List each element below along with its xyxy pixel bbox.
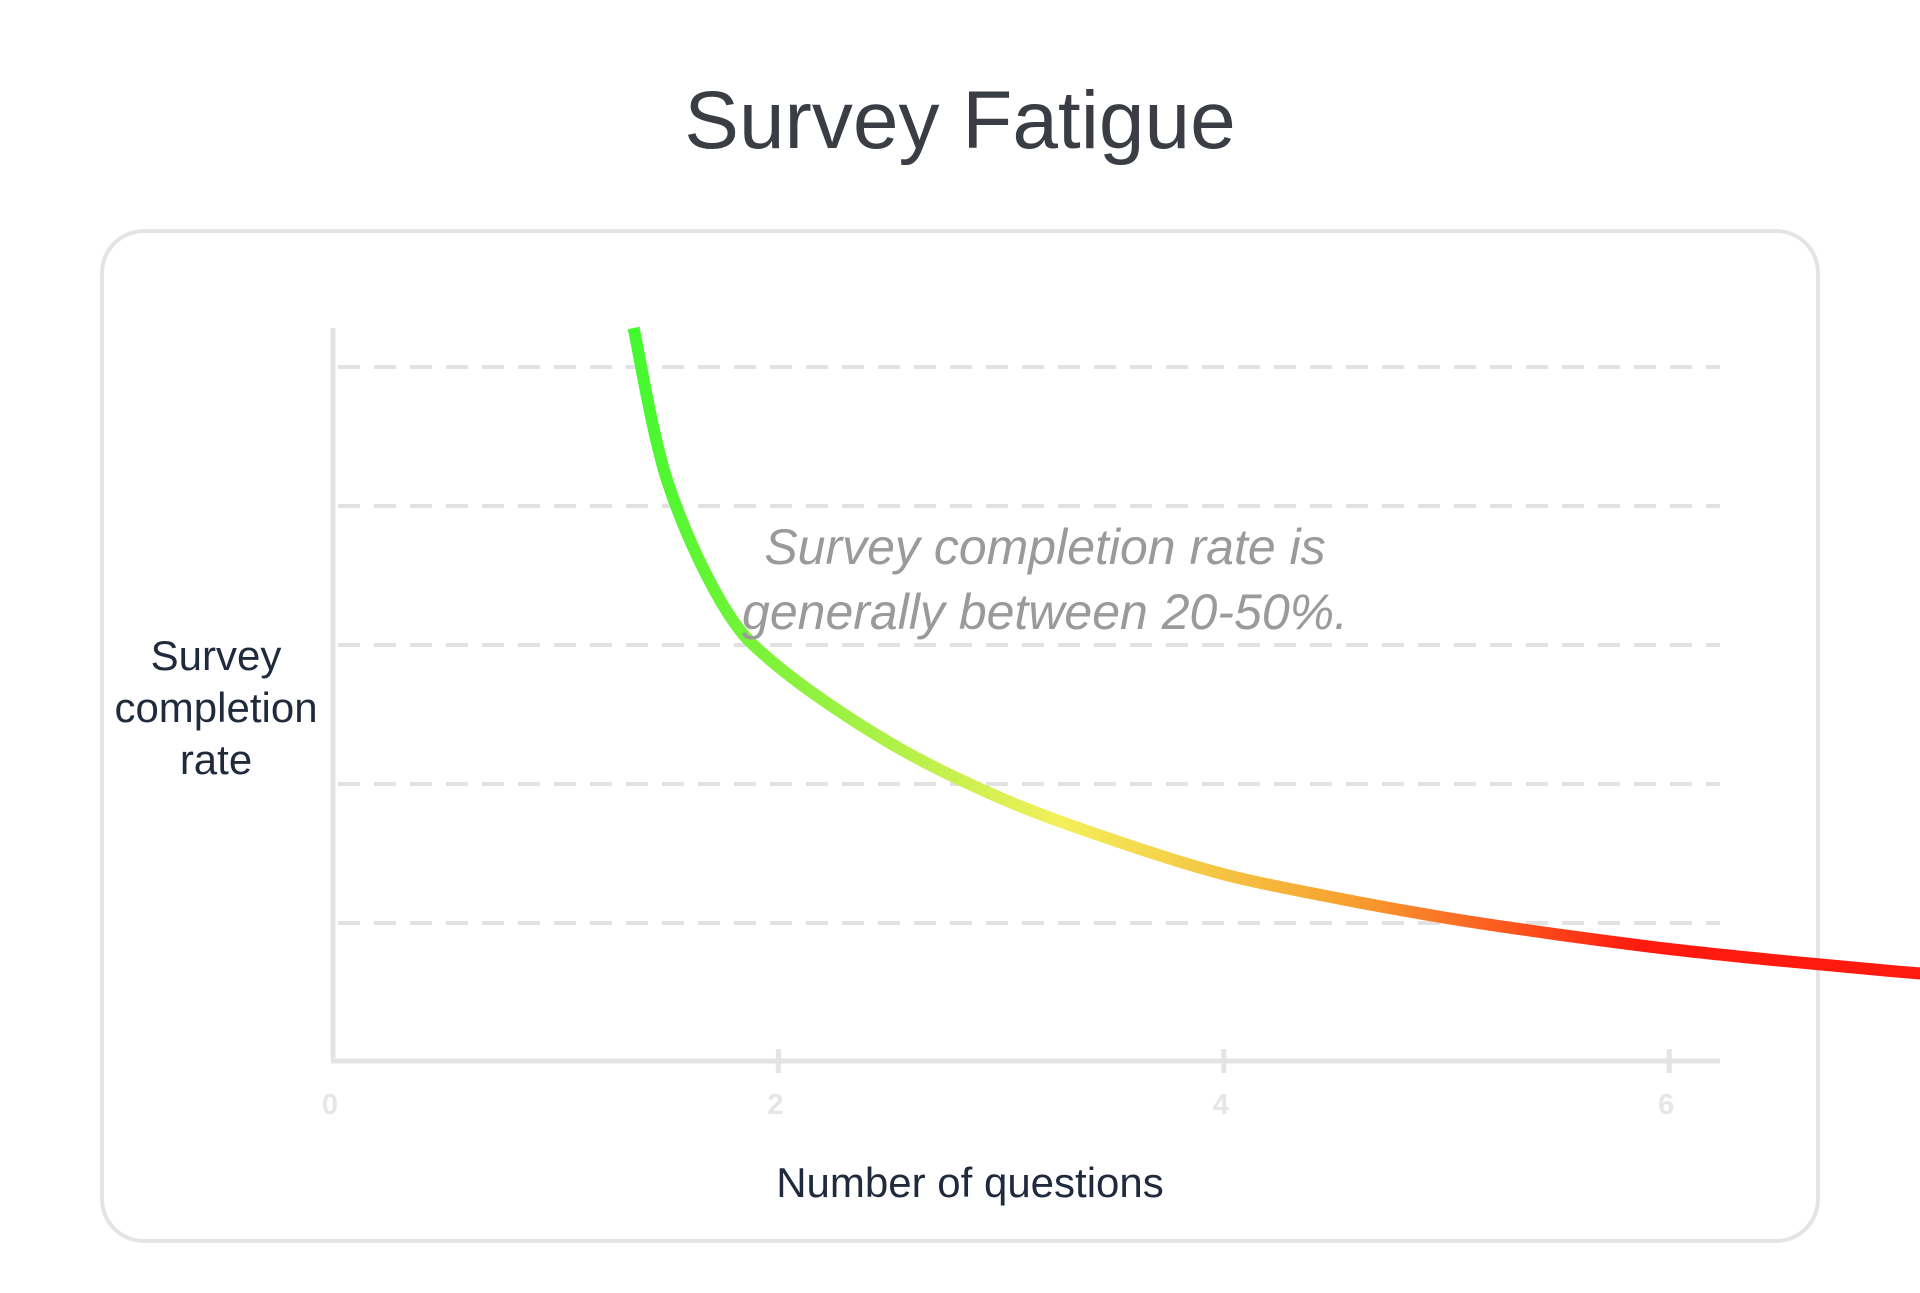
annotation-line-2: generally between 20-50%. [742,584,1348,640]
x-tick-labels: 024681012 [322,1089,1674,1121]
x-axis-label: Number of questions [776,1159,1164,1206]
x-ticks [775,1049,1672,1073]
chart-title: Survey Fatigue [684,75,1236,166]
x-tick-label-2: 2 [767,1089,783,1121]
y-axis-label-line-3: rate [180,736,252,783]
x-tick-label-0: 0 [322,1089,338,1121]
chart-card [100,229,1820,1243]
y-axis-label-line-1: Survey [151,632,282,679]
annotation-line-1: Survey completion rate is [764,519,1325,575]
x-tick-label-6: 6 [1658,1089,1674,1121]
y-axis-label-line-2: completion [114,684,317,731]
completion-rate-curve [627,326,1920,980]
x-tick-label-4: 4 [1213,1089,1229,1121]
grid-lines [338,365,1720,925]
